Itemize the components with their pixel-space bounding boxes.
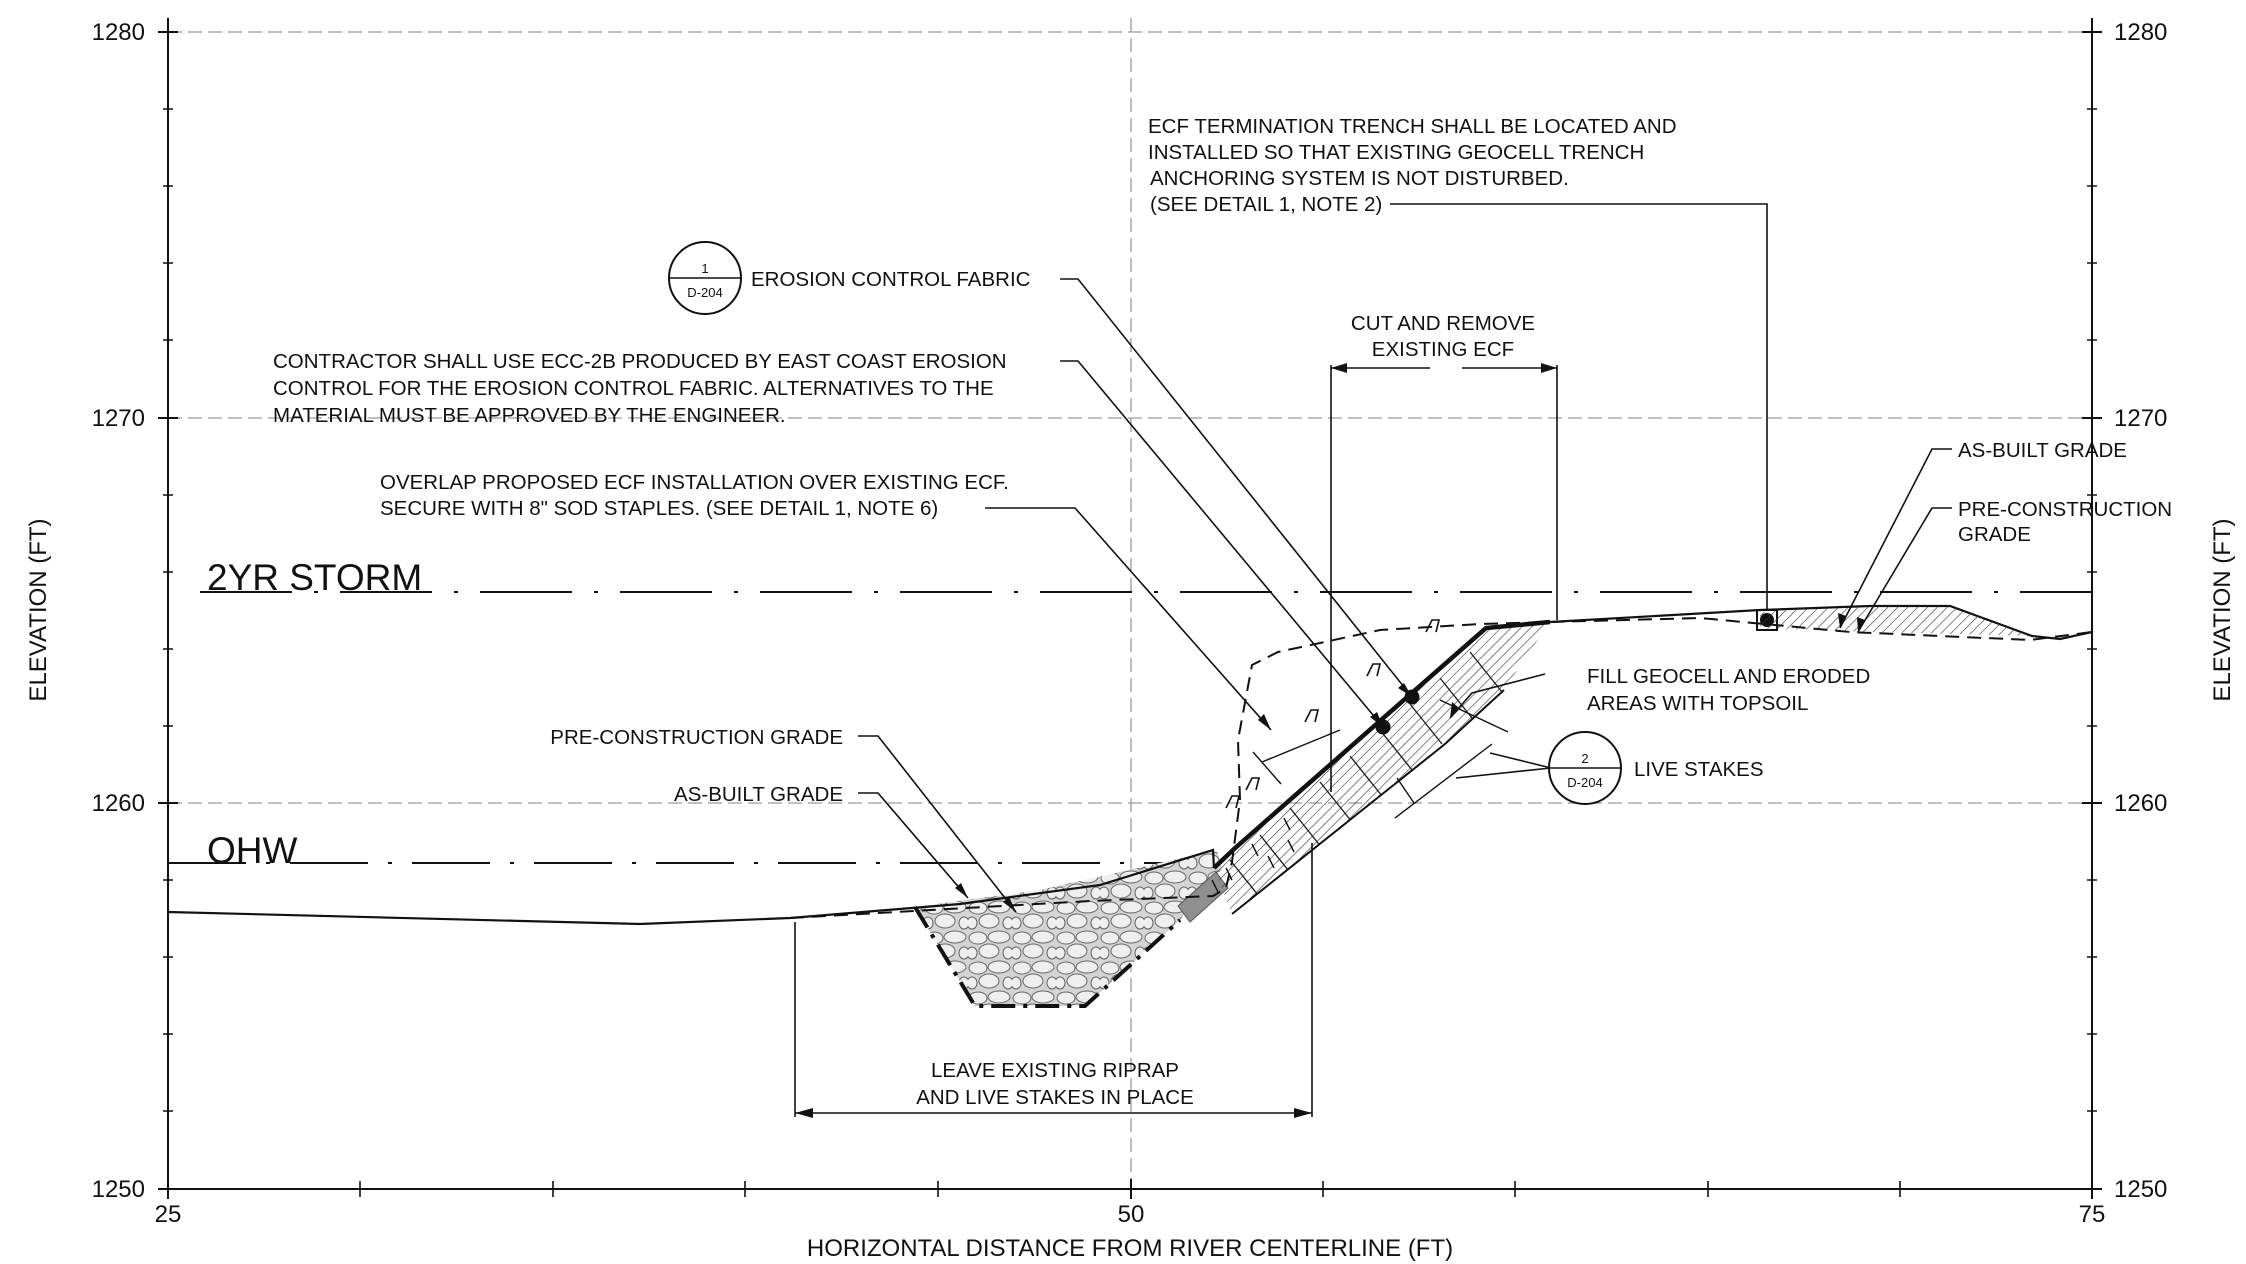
svg-text:LEAVE EXISTING RIPRAP: LEAVE EXISTING RIPRAP [931, 1059, 1179, 1082]
y-tick-left-1280: 1280 [92, 19, 145, 46]
erosion-fabric-note: EROSION CONTROL FABRIC [751, 268, 1031, 291]
plot-frame [167, 18, 2093, 1190]
grade-lines [167, 604, 2093, 926]
detail-callout-2-number: 2 [1581, 751, 1588, 766]
detail-callout-2[interactable]: 2 D-204 [1548, 731, 1622, 805]
leave-riprap-note: LEAVE EXISTING RIPRAP AND LIVE STAKES IN… [916, 1059, 1194, 1109]
live-stakes-leader-2 [1455, 767, 1552, 779]
svg-text:SECURE WITH 8" SOD STAPLES. (S: SECURE WITH 8" SOD STAPLES. (SEE DETAIL … [380, 497, 938, 520]
live-stakes-leader-1 [1489, 752, 1552, 769]
y-tick-right-1280: 1280 [2114, 19, 2167, 46]
svg-text:CUT AND REMOVE: CUT AND REMOVE [1351, 312, 1535, 335]
pre-construction-grade-left-note: PRE-CONSTRUCTION GRADE [550, 726, 843, 749]
fill-geocell-note: FILL GEOCELL AND ERODED AREAS WITH TOPSO… [1587, 665, 1870, 715]
svg-text:FILL GEOCELL AND ERODED: FILL GEOCELL AND ERODED [1587, 665, 1870, 688]
svg-text:AND LIVE STAKES IN PLACE: AND LIVE STAKES IN PLACE [916, 1086, 1194, 1109]
cut-remove-dimension [1330, 365, 1558, 792]
y-tick-left-1270: 1270 [92, 405, 145, 432]
x-tick-25: 25 [155, 1201, 182, 1228]
pre-construction-grade-line [789, 616, 2093, 919]
ohw-label: OHW [207, 830, 298, 871]
x-tick-50: 50 [1118, 1201, 1145, 1228]
riprap-dimension [794, 843, 1313, 1117]
svg-text:INSTALLED SO THAT EXISTING GEO: INSTALLED SO THAT EXISTING GEOCELL TRENC… [1148, 141, 1644, 164]
as-built-right-leader [1839, 448, 1952, 629]
svg-text:CONTRACTOR SHALL USE ECC-2B PR: CONTRACTOR SHALL USE ECC-2B PRODUCED BY … [273, 350, 1007, 373]
right-grade-hatch [1760, 606, 2032, 636]
svg-text:EXISTING ECF: EXISTING ECF [1372, 338, 1514, 361]
svg-text:(SEE DETAIL 1, NOTE 2): (SEE DETAIL 1, NOTE 2) [1150, 193, 1382, 216]
riprap-fill [915, 850, 1222, 1006]
detail-callout-1-sheet: D-204 [687, 285, 722, 300]
pre-construction-right-note: PRE-CONSTRUCTION GRADE [1958, 498, 2172, 546]
erosion-fabric-leader [1060, 278, 1413, 698]
svg-text:MATERIAL MUST BE APPROVED BY T: MATERIAL MUST BE APPROVED BY THE ENGINEE… [273, 404, 786, 427]
y-axis-title-right: ELEVATION (FT) [2209, 518, 2236, 701]
as-built-left-leader [858, 792, 969, 899]
as-built-grade-line [167, 848, 1216, 926]
svg-text:GRADE: GRADE [1958, 523, 2031, 546]
svg-text:ECF TERMINATION TRENCH SHALL B: ECF TERMINATION TRENCH SHALL BE LOCATED … [1148, 115, 1677, 138]
dimension-line-b [1394, 699, 1509, 819]
riprap-area [913, 850, 1229, 1008]
as-built-grade-left-note: AS-BUILT GRADE [674, 783, 843, 806]
y-tick-left-1250: 1250 [92, 1176, 145, 1203]
y-axis-title-left: ELEVATION (FT) [25, 518, 52, 701]
bank-slope [1212, 619, 1551, 915]
sod-staples [1225, 619, 1441, 809]
y-tick-right-1260: 1260 [2114, 790, 2167, 817]
contractor-leader [1060, 360, 1384, 728]
topsoil-hatch [1214, 622, 1550, 914]
live-stakes-note: LIVE STAKES [1634, 758, 1764, 781]
x-tick-75: 75 [2079, 1201, 2106, 1228]
svg-text:OVERLAP PROPOSED ECF INSTALLAT: OVERLAP PROPOSED ECF INSTALLATION OVER E… [380, 471, 1009, 494]
pre-construction-right-leader [1857, 507, 1952, 633]
svg-text:CONTROL FOR THE EROSION CONTRO: CONTROL FOR THE EROSION CONTROL FABRIC. … [273, 377, 994, 400]
detail-callout-1-number: 1 [701, 261, 708, 276]
termination-note: ECF TERMINATION TRENCH SHALL BE LOCATED … [1148, 115, 1677, 216]
plot-grid [168, 18, 2092, 1192]
pre-construction-left-leader [858, 735, 1017, 913]
water-levels [168, 591, 2092, 864]
y-tick-right-1250: 1250 [2114, 1176, 2167, 1203]
svg-text:ANCHORING SYSTEM IS NOT DISTUR: ANCHORING SYSTEM IS NOT DISTURBED. [1150, 167, 1569, 190]
leader-arrowheads [955, 613, 1865, 912]
cut-remove-note: CUT AND REMOVE EXISTING ECF [1351, 312, 1535, 361]
y-tick-left-1260: 1260 [92, 790, 145, 817]
as-built-slope-line [1212, 619, 1551, 870]
svg-text:PRE-CONSTRUCTION: PRE-CONSTRUCTION [1958, 498, 2172, 521]
x-axis-title: HORIZONTAL DISTANCE FROM RIVER CENTERLIN… [807, 1235, 1453, 1262]
tick-marks [158, 31, 2102, 1199]
overlap-leader [985, 507, 1272, 731]
riprap-boundary [913, 905, 1182, 1008]
dimension-line-a [1252, 729, 1415, 804]
contractor-note: CONTRACTOR SHALL USE ECC-2B PRODUCED BY … [273, 350, 1007, 427]
detail-callout-2-sheet: D-204 [1567, 775, 1602, 790]
overlap-note: OVERLAP PROPOSED ECF INSTALLATION OVER E… [380, 471, 1009, 520]
storm-label: 2YR STORM [207, 557, 422, 598]
slope-inner-line [1231, 689, 1505, 915]
termination-leader [1390, 203, 1768, 610]
leader-lines [858, 203, 1952, 913]
y-tick-right-1270: 1270 [2114, 405, 2167, 432]
svg-text:AREAS WITH TOPSOIL: AREAS WITH TOPSOIL [1587, 692, 1808, 715]
as-built-grade-right-note: AS-BUILT GRADE [1958, 439, 2127, 462]
detail-callout-1[interactable]: 1 D-204 [668, 241, 742, 315]
